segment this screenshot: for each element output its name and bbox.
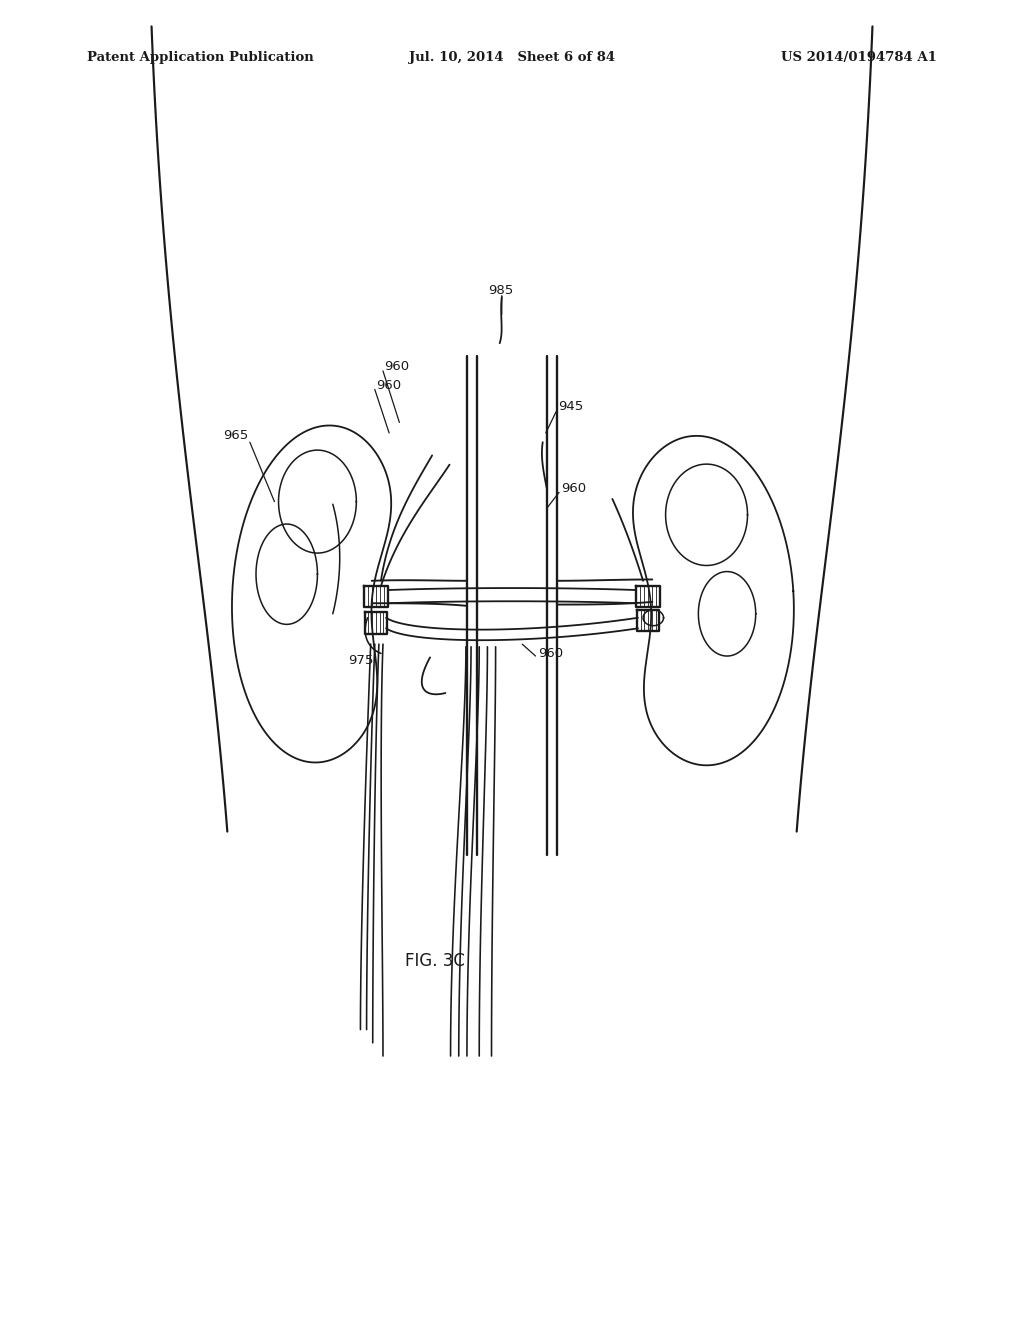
Text: FIG. 3C: FIG. 3C	[406, 952, 465, 970]
Text: 965: 965	[223, 429, 249, 442]
Text: 985: 985	[488, 284, 514, 297]
Text: Jul. 10, 2014   Sheet 6 of 84: Jul. 10, 2014 Sheet 6 of 84	[409, 51, 615, 65]
Text: 960: 960	[539, 647, 564, 660]
Text: Patent Application Publication: Patent Application Publication	[87, 51, 313, 65]
Text: 960: 960	[376, 379, 401, 392]
Text: 945: 945	[558, 400, 584, 413]
Text: 960: 960	[561, 482, 587, 495]
Text: US 2014/0194784 A1: US 2014/0194784 A1	[781, 51, 937, 65]
Text: 960: 960	[384, 360, 410, 374]
Text: 975: 975	[348, 653, 374, 667]
